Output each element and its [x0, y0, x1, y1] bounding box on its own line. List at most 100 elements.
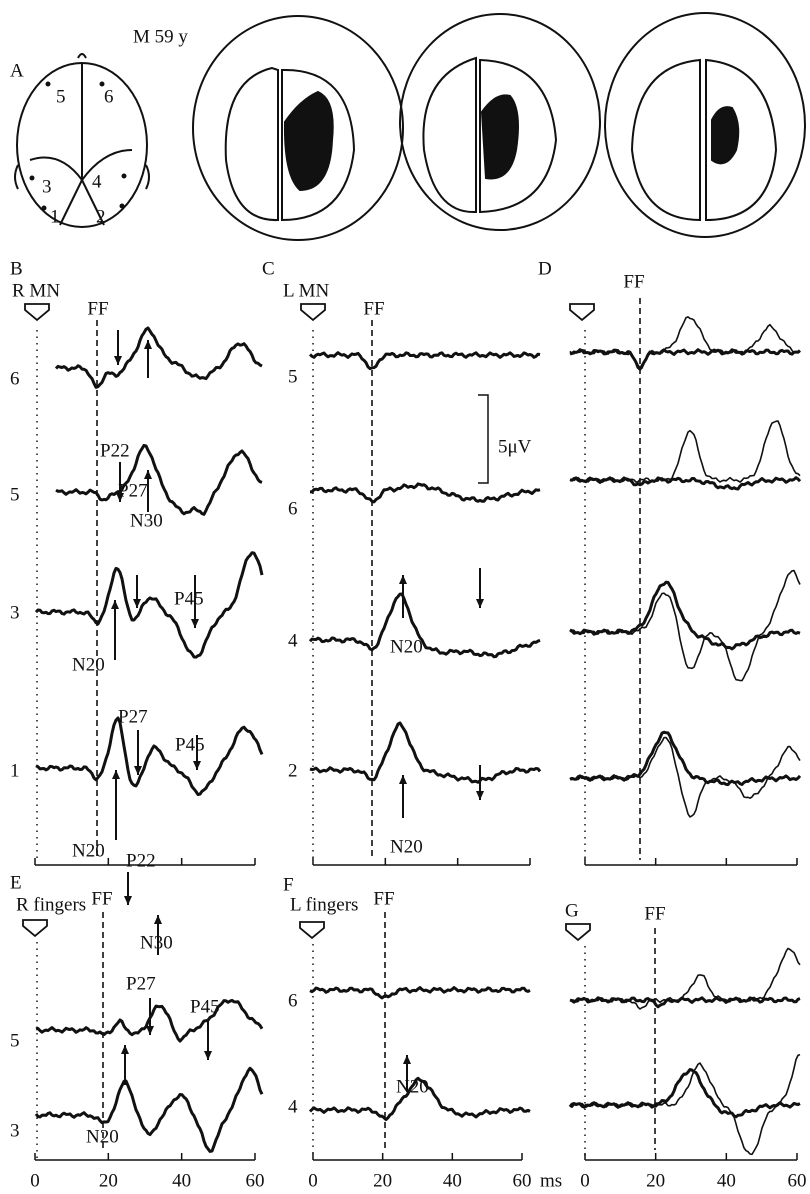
- waveform: [569, 580, 801, 651]
- waveform: [569, 1053, 801, 1156]
- tick-label: 40: [172, 1170, 191, 1191]
- arrow-head: [476, 791, 484, 800]
- subject-label: M 59 y: [133, 26, 188, 47]
- waveform: [308, 351, 541, 371]
- waveform: [34, 551, 264, 659]
- scale-label: 5μV: [498, 436, 532, 457]
- peak-label: N20: [72, 840, 105, 861]
- stimulus-icon: [24, 303, 50, 322]
- arrow-head: [114, 356, 122, 365]
- stimulus-icon: [299, 921, 325, 940]
- arrow-head: [204, 1051, 212, 1060]
- electrode-label: 5: [56, 86, 66, 107]
- waveform: [308, 592, 541, 659]
- stimulus-label: R MN: [12, 280, 60, 301]
- panel-label: B: [10, 258, 23, 279]
- latency-marker-label: FF: [373, 888, 394, 909]
- arrow-head: [121, 1045, 129, 1054]
- channel-label: 3: [10, 1120, 20, 1141]
- brain-slices: [192, 12, 806, 241]
- stimulus-label: R fingers: [16, 894, 86, 915]
- arrow-head: [399, 775, 407, 784]
- tick-label: 20: [646, 1170, 665, 1191]
- arrow-head: [144, 470, 152, 479]
- waveform: [308, 1076, 531, 1121]
- waveform: [569, 476, 802, 491]
- waveform: [55, 443, 263, 516]
- arrow-head: [146, 1026, 154, 1035]
- arrow-head: [144, 340, 152, 349]
- panel-label: G: [565, 900, 579, 921]
- electrode-label: 3: [42, 176, 52, 197]
- peak-label: P45: [174, 588, 204, 609]
- peak-label: N30: [140, 932, 173, 953]
- channel-label: 4: [288, 630, 298, 651]
- channel-label: 3: [10, 602, 20, 623]
- waveform: [569, 730, 802, 787]
- channel-label: 5: [10, 484, 20, 505]
- peak-label: N20: [390, 836, 423, 857]
- waveform: [309, 986, 531, 1000]
- peak-label: P45: [190, 996, 220, 1017]
- tick-label: 0: [30, 1170, 40, 1191]
- tick-label: 0: [580, 1170, 590, 1191]
- peak-label: N20: [390, 636, 423, 657]
- panel-label: C: [262, 258, 275, 279]
- stimulus-label: L fingers: [290, 894, 358, 915]
- waveform: [34, 1066, 264, 1153]
- waveform: [54, 326, 263, 389]
- peak-label: P27: [118, 706, 148, 727]
- arrow-head: [476, 599, 484, 608]
- panel-label: A: [10, 60, 24, 81]
- waveform: [35, 716, 264, 797]
- tick-label: 60: [513, 1170, 532, 1191]
- waveform: [569, 348, 802, 371]
- channel-label: 6: [288, 990, 298, 1011]
- latency-marker-label: FF: [91, 888, 112, 909]
- arrow-head: [112, 770, 120, 779]
- stimulus-icon: [565, 923, 591, 942]
- arrow-head: [403, 1055, 411, 1064]
- arrow-head: [191, 619, 199, 628]
- channel-label: 6: [10, 368, 20, 389]
- channel-label: 2: [288, 760, 298, 781]
- waveform: [568, 1068, 801, 1119]
- waveform: [569, 420, 801, 484]
- peak-label: N20: [86, 1126, 119, 1147]
- waveform: [569, 569, 801, 682]
- stimulus-icon: [569, 303, 595, 322]
- waveform: [309, 721, 542, 784]
- panel-label: D: [538, 258, 552, 279]
- arrow-head: [134, 766, 142, 775]
- tick-label: 20: [99, 1170, 118, 1191]
- electrode-label: 4: [92, 171, 102, 192]
- peak-label: P45: [175, 734, 205, 755]
- tick-label: 20: [373, 1170, 392, 1191]
- arrow-head: [111, 600, 119, 609]
- arrow-head: [399, 575, 407, 584]
- channel-label: 5: [288, 366, 298, 387]
- latency-marker-label: FF: [644, 903, 665, 924]
- arrow-head: [124, 896, 132, 905]
- tick-label: 40: [717, 1170, 736, 1191]
- panel-label: E: [10, 872, 22, 893]
- waveform: [569, 316, 801, 369]
- electrode-label: 6: [104, 86, 114, 107]
- peak-label: N20: [72, 654, 105, 675]
- latency-marker-label: FF: [623, 271, 644, 292]
- head-diagram: [14, 53, 150, 228]
- stimulus-icon: [22, 919, 48, 938]
- latency-marker-label: FF: [87, 298, 108, 319]
- electrode-label: 1: [50, 206, 60, 227]
- tick-label: 60: [246, 1170, 265, 1191]
- channel-label: 4: [288, 1096, 298, 1117]
- latency-marker-label: FF: [363, 298, 384, 319]
- channel-label: 1: [10, 760, 20, 781]
- stimulus-label: L MN: [283, 280, 330, 301]
- peak-label: P22: [126, 850, 156, 871]
- peak-label: P27: [126, 973, 156, 994]
- waveform: [569, 996, 801, 1009]
- axis-unit: ms: [540, 1170, 562, 1191]
- waveform: [35, 998, 264, 1043]
